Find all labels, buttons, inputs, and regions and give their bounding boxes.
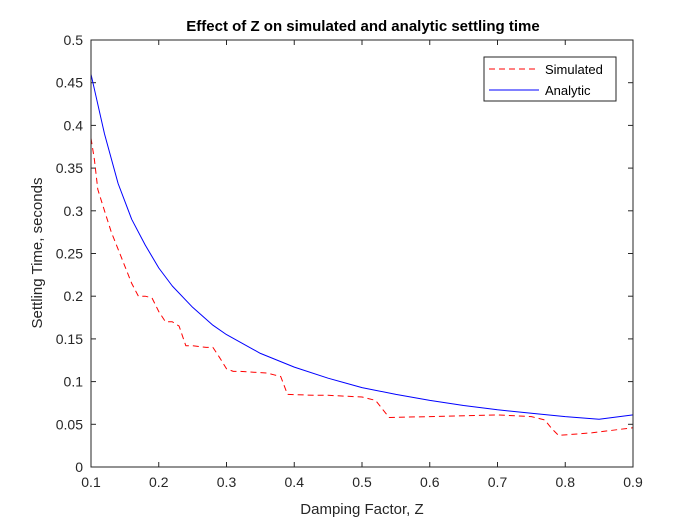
- x-tick-label: 0.8: [556, 474, 576, 490]
- y-tick-label: 0.15: [56, 331, 83, 347]
- legend: Simulated Analytic: [483, 56, 617, 102]
- x-tick-label: 0.7: [488, 474, 508, 490]
- axes-box: [90, 39, 634, 468]
- x-axis-label: Damping Factor, Z: [300, 501, 423, 518]
- x-tick-labels: 0.1 0.2 0.3 0.4 0.5 0.6 0.7 0.8 0.9: [81, 474, 643, 490]
- data-series: [90, 74, 634, 436]
- x-tick-label: 0.4: [285, 474, 305, 490]
- y-tick-label: 0.4: [64, 117, 84, 133]
- y-tick-label: 0: [75, 459, 83, 475]
- y-tick-label: 0.05: [56, 416, 83, 432]
- legend-label-analytic: Analytic: [545, 83, 591, 98]
- legend-label-simulated: Simulated: [545, 62, 603, 77]
- y-tick-label: 0.35: [56, 160, 83, 176]
- x-tick-label: 0.6: [420, 474, 440, 490]
- series-line-analytic: [90, 74, 634, 420]
- plot-area: [91, 40, 633, 467]
- y-tick-labels: 0 0.05 0.1 0.15 0.2 0.25 0.3 0.35 0.4 0.45 0.5: [56, 32, 83, 475]
- x-tick-label: 0.2: [149, 474, 169, 490]
- x-tick-label: 0.9: [623, 474, 643, 490]
- series-line-simulated: [90, 138, 634, 436]
- x-tick-label: 0.3: [217, 474, 237, 490]
- y-tick-label: 0.45: [56, 75, 83, 91]
- x-tick-label: 0.5: [352, 474, 372, 490]
- chart-title: Effect of Z on simulated and analytic se…: [186, 18, 539, 35]
- y-axis-label: Settling Time, seconds: [29, 178, 46, 329]
- x-tick-label: 0.1: [81, 474, 101, 490]
- legend-box: [483, 56, 617, 102]
- y-tick-label: 0.5: [64, 32, 84, 48]
- y-tick-label: 0.1: [64, 374, 84, 390]
- y-tick-label: 0.3: [64, 203, 84, 219]
- y-tick-label: 0.2: [64, 288, 84, 304]
- y-tick-label: 0.25: [56, 246, 83, 262]
